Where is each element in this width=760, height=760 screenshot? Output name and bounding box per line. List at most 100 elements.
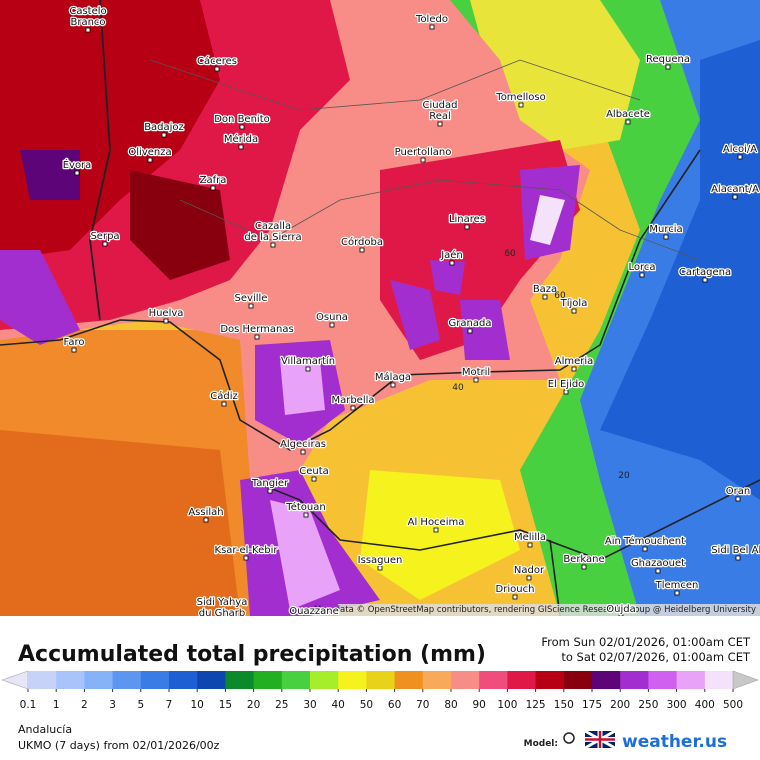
legend-tick-label: 30 xyxy=(303,699,316,711)
city-label: Aïn Témouchent xyxy=(605,535,685,547)
city-marker xyxy=(203,517,209,523)
legend-tick-label: 15 xyxy=(219,699,232,711)
city-label: Oujda xyxy=(606,604,635,615)
city-label: Toledo xyxy=(415,14,448,25)
legend-swatch xyxy=(281,671,311,689)
city-marker xyxy=(735,555,741,561)
legend-tick-label: 70 xyxy=(416,699,429,711)
legend-arrow-high xyxy=(732,670,759,690)
city-marker xyxy=(571,366,577,372)
legend-tick-label: 125 xyxy=(526,699,546,711)
city-label: Driouch xyxy=(496,584,535,595)
city-label: Ceuta xyxy=(299,466,329,477)
legend-swatch xyxy=(84,671,114,689)
legend-swatch xyxy=(648,671,678,689)
legend-tick-label: 60 xyxy=(388,699,401,711)
city-label: Marbella xyxy=(331,395,374,406)
city-marker xyxy=(214,66,220,72)
contour-label: 60 xyxy=(504,249,516,259)
city-marker xyxy=(571,308,577,314)
city-marker xyxy=(527,542,533,548)
city-marker xyxy=(210,185,216,191)
city-marker xyxy=(220,619,224,623)
city-label: Almeria xyxy=(555,356,594,367)
legend-swatch xyxy=(592,671,621,689)
city-marker xyxy=(71,347,77,353)
city-label: Osuna xyxy=(316,312,348,323)
legend-tick-label: 250 xyxy=(638,699,658,711)
city-marker xyxy=(329,322,335,328)
city-label: Branco xyxy=(70,17,105,28)
city-label: Ghazaouet xyxy=(631,558,685,569)
city-label: Évora xyxy=(63,158,92,171)
legend-swatch xyxy=(507,671,537,689)
city-label: Alcoi/A xyxy=(723,144,757,155)
legend-tick-label: 400 xyxy=(695,699,715,711)
brand[interactable]: weather.us xyxy=(622,732,727,752)
city-label: Jaén xyxy=(440,249,463,261)
city-marker xyxy=(429,24,435,30)
city-marker xyxy=(467,328,473,334)
city-marker xyxy=(312,617,316,621)
city-label: Mérida xyxy=(224,133,258,145)
city-marker xyxy=(267,488,273,494)
city-marker xyxy=(238,144,244,150)
legend-swatch xyxy=(422,671,452,689)
city-marker xyxy=(737,154,743,160)
city-label: Murcia xyxy=(649,224,682,235)
city-label: Cartagena xyxy=(679,267,731,278)
map: Map data © OpenStreetMap contributors, r… xyxy=(0,0,760,623)
city-marker xyxy=(311,476,317,482)
city-marker xyxy=(305,366,311,372)
legend-swatch xyxy=(197,671,226,689)
city-marker xyxy=(449,260,455,266)
city-label: Ciudad xyxy=(423,100,458,111)
city-marker xyxy=(735,496,741,502)
legend-tick-label: 7 xyxy=(166,699,173,711)
city-marker xyxy=(161,132,167,138)
city-marker xyxy=(663,234,669,240)
city-label: Córdoba xyxy=(341,236,383,248)
city-marker xyxy=(618,614,624,616)
legend-tick-label: 40 xyxy=(332,699,345,711)
city-label: Sidi Bel Ab xyxy=(711,545,760,556)
city-label: Real xyxy=(429,111,451,122)
city-label: Faro xyxy=(64,337,85,348)
city-label: Tétouan xyxy=(285,501,325,513)
legend-swatch xyxy=(563,671,593,689)
city-marker xyxy=(655,568,661,574)
city-marker xyxy=(639,272,645,278)
city-marker xyxy=(674,590,680,596)
legend-tick-label: 80 xyxy=(444,699,457,711)
city-marker xyxy=(163,318,169,324)
city-label: du Gharb xyxy=(199,608,246,619)
city-marker xyxy=(147,157,153,163)
city-label: Don Benito xyxy=(214,114,270,125)
city-label: Olivenza xyxy=(128,147,171,158)
model-run: UKMO (7 days) from 02/01/2026/00z xyxy=(18,739,220,752)
map-attribution: Map data © OpenStreetMap contributors, r… xyxy=(314,605,756,615)
legend-tick-label: 175 xyxy=(582,699,602,711)
title: Accumulated total precipitation (mm) xyxy=(18,642,486,667)
city-label: Granada xyxy=(449,318,492,329)
city-marker xyxy=(732,194,738,200)
model-flag xyxy=(563,729,616,750)
city-label: Melilla xyxy=(514,532,546,543)
city-label: Sidi Yahya xyxy=(197,597,248,608)
city-marker xyxy=(702,277,708,283)
city-label: Zafra xyxy=(200,175,227,186)
city-marker xyxy=(350,405,356,411)
city-label: Castelo xyxy=(69,6,106,17)
legend-swatch xyxy=(56,671,85,689)
city-label: Nador xyxy=(514,565,545,576)
legend-swatch xyxy=(704,671,734,689)
legend-tick-label: 500 xyxy=(723,699,743,711)
legend-tick-label: 50 xyxy=(360,699,373,711)
city-label: Assilah xyxy=(188,507,223,518)
legend-swatch xyxy=(112,671,142,689)
legend-swatch xyxy=(535,671,565,689)
contour-label: 40 xyxy=(452,383,464,393)
city-label: Al Hoceima xyxy=(408,517,465,528)
city-label: Puertollano xyxy=(395,147,452,158)
